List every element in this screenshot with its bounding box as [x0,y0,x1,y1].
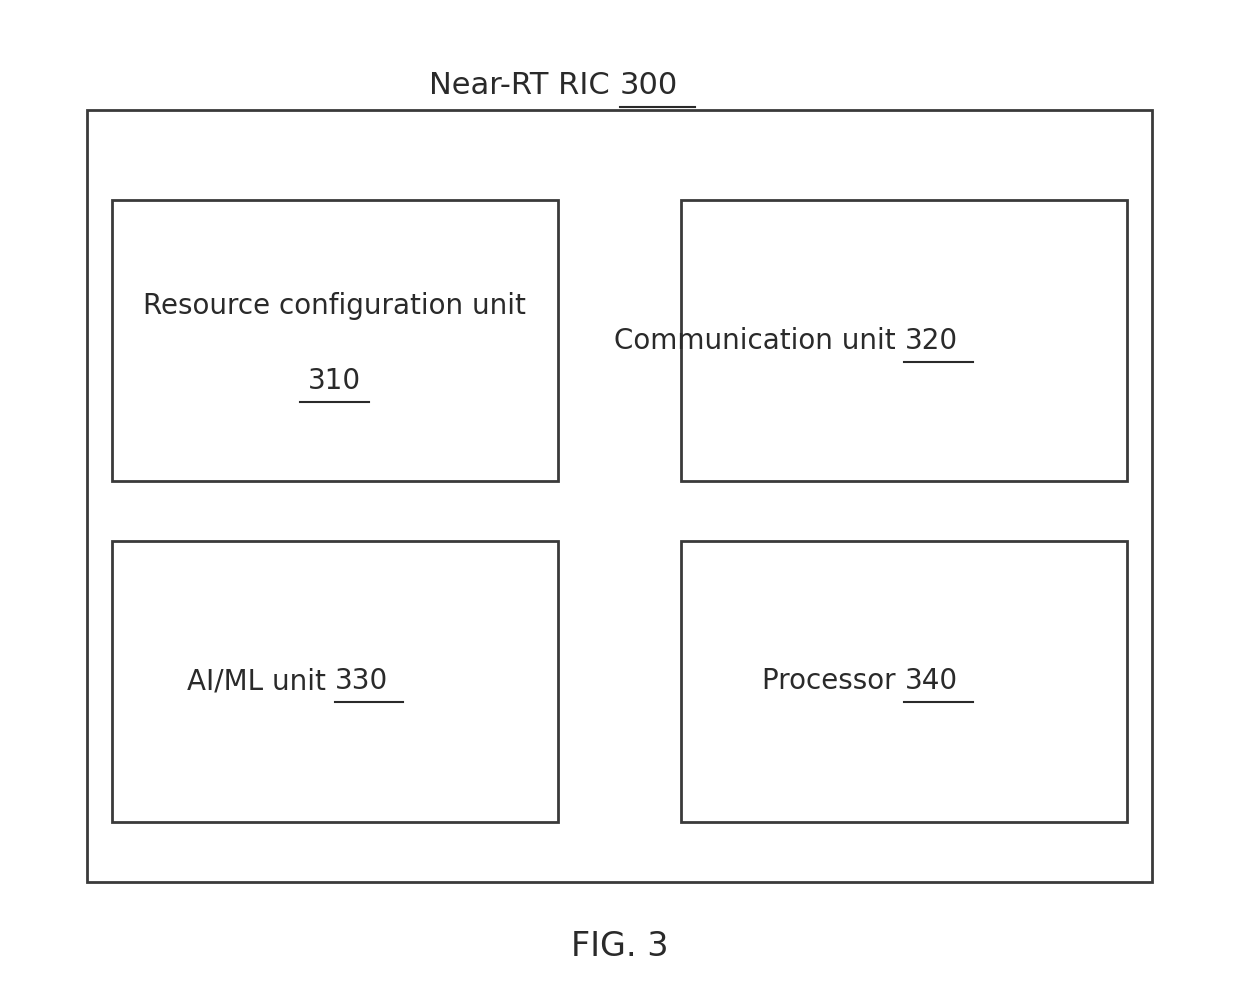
Text: Near-RT RIC: Near-RT RIC [429,71,620,99]
FancyBboxPatch shape [112,541,558,822]
Text: Resource configuration unit: Resource configuration unit [142,292,527,320]
Text: 310: 310 [309,367,361,395]
FancyBboxPatch shape [87,110,1152,882]
FancyBboxPatch shape [681,541,1127,822]
FancyBboxPatch shape [681,200,1127,481]
Text: 340: 340 [904,667,958,695]
Text: AI/ML unit: AI/ML unit [187,667,335,695]
Text: Communication unit: Communication unit [615,327,904,355]
Text: 330: 330 [335,667,388,695]
Text: Processor: Processor [762,667,904,695]
Text: 320: 320 [904,327,958,355]
Text: 300: 300 [620,71,678,99]
FancyBboxPatch shape [112,200,558,481]
Text: FIG. 3: FIG. 3 [571,931,668,963]
